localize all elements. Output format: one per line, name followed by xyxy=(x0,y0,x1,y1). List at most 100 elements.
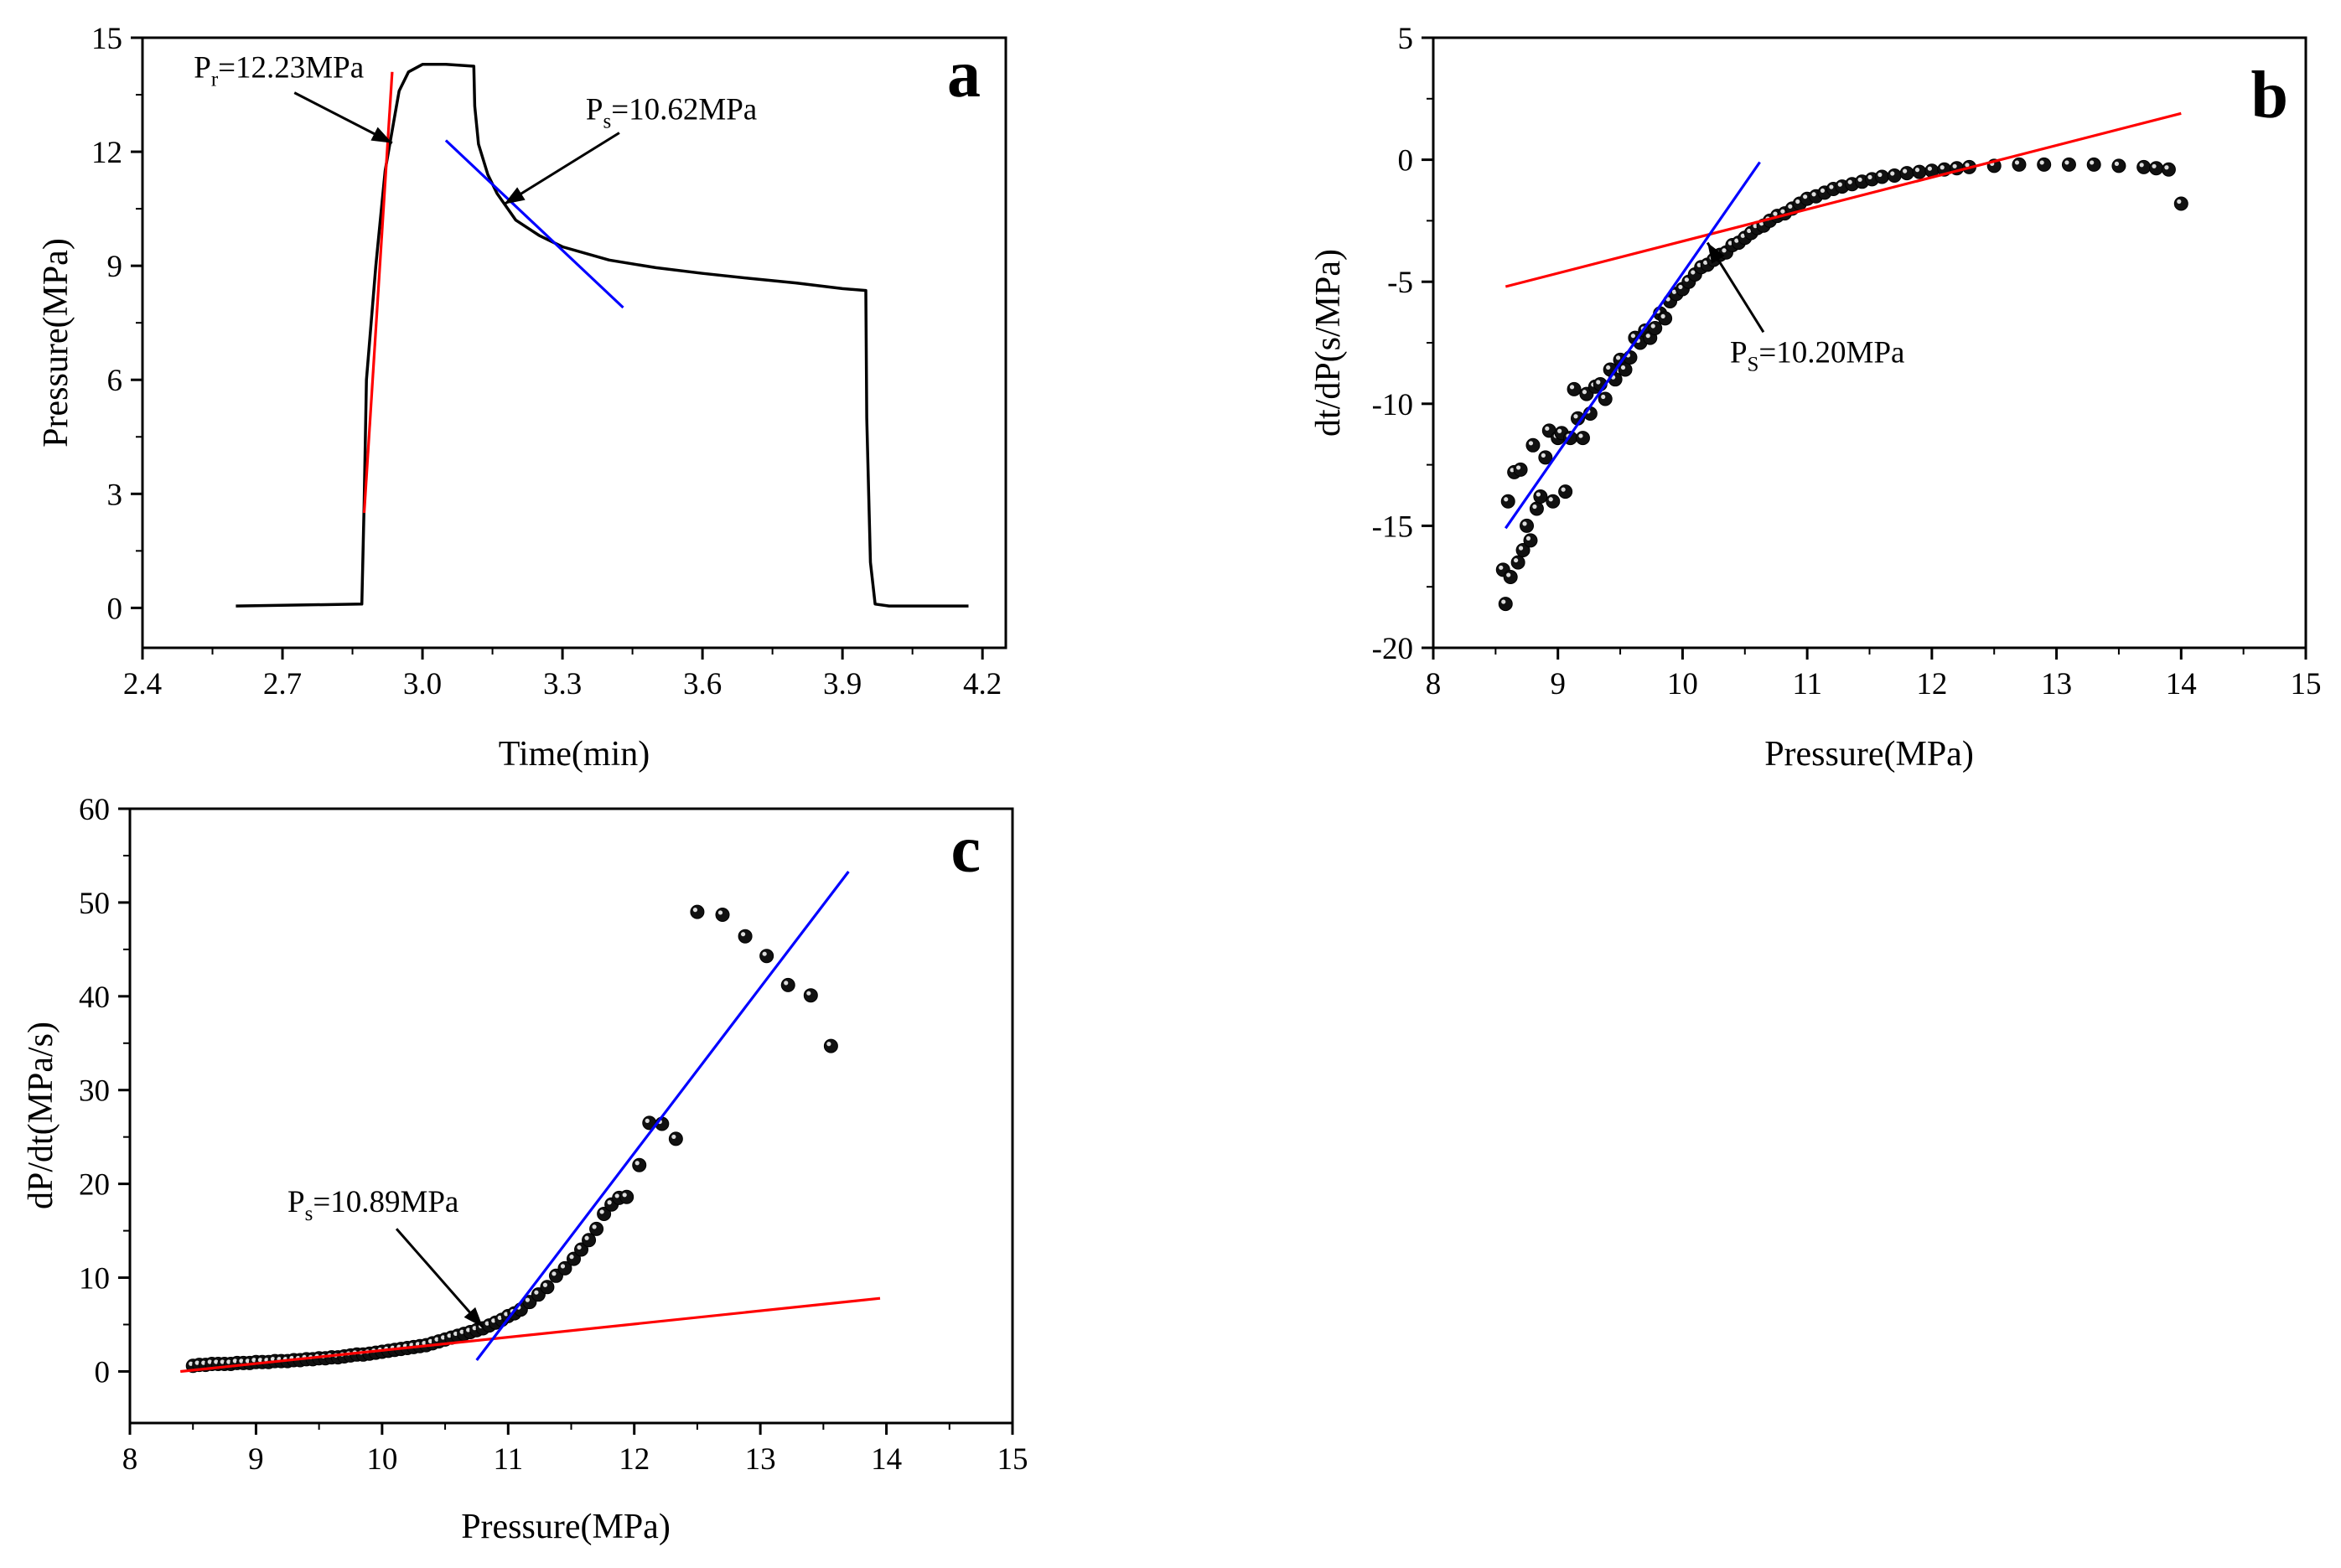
y-tick-label: 50 xyxy=(79,887,110,921)
data-point xyxy=(780,977,795,992)
fit-line-2 xyxy=(444,139,624,309)
annotation: PS=10.20MPa xyxy=(1706,241,1905,375)
x-tick-label: 13 xyxy=(745,1442,776,1477)
data-point xyxy=(2012,157,2027,172)
x-tick-label: 10 xyxy=(1667,667,1698,701)
data-point xyxy=(2037,157,2052,172)
y-tick-label: 30 xyxy=(79,1074,110,1109)
panel-b-xlabel: Pressure(MPa) xyxy=(1764,735,1974,774)
data-point xyxy=(1503,570,1518,585)
data-point xyxy=(1618,362,1633,377)
annotation: Ps=10.89MPa xyxy=(287,1185,484,1328)
fit-line-1 xyxy=(362,71,394,514)
data-point xyxy=(567,1251,582,1266)
panel-a: 2.4 2.7 3.0 3.3 3.6 3.9 4.2 0 3 6 9 12 15 Pr=12.23MP… xyxy=(37,22,1007,774)
data-point xyxy=(1658,311,1673,326)
panel-a-xlabel: Time(min) xyxy=(499,735,650,774)
y-tick-label: 15 xyxy=(91,22,122,56)
pressure xyxy=(236,63,969,608)
data-point xyxy=(738,929,753,944)
y-tick-label: 0 xyxy=(107,592,123,626)
y-tick-label: 10 xyxy=(79,1262,110,1296)
data-point xyxy=(582,1233,597,1248)
data-point xyxy=(597,1206,612,1221)
panel-a-letter: a xyxy=(947,38,981,111)
y-tick-label: -5 xyxy=(1387,266,1413,300)
panel-b-annotations: PS=10.20MPa xyxy=(1706,241,1905,375)
x-tick-label: 8 xyxy=(1426,667,1442,701)
y-tick-label: -20 xyxy=(1372,632,1413,666)
x-tick-label: 15 xyxy=(2291,667,2322,701)
data-point xyxy=(642,1115,657,1131)
y-tick-label: 5 xyxy=(1398,22,1414,56)
y-tick-label: 20 xyxy=(79,1168,110,1203)
panel-c-letter: c xyxy=(950,813,981,887)
panel-b-ticks: 8 9 10 11 12 13 14 15 -20 -15 -10 -5 0 5 xyxy=(1372,22,2322,701)
data-point xyxy=(1558,484,1573,499)
annotation-label: Pr=12.23MPa xyxy=(194,51,364,91)
data-point xyxy=(1575,431,1590,446)
x-tick-label: 3.0 xyxy=(403,667,442,701)
y-tick-label: 3 xyxy=(107,478,123,512)
data-point xyxy=(1529,501,1544,516)
data-point xyxy=(1533,489,1548,504)
x-tick-label: 14 xyxy=(871,1442,902,1477)
data-point xyxy=(1523,533,1538,548)
x-tick-label: 14 xyxy=(2166,667,2197,701)
panel-c-xlabel: Pressure(MPa) xyxy=(461,1508,671,1546)
data-point xyxy=(619,1189,634,1204)
x-tick-label: 3.6 xyxy=(683,667,722,701)
y-tick-label: -15 xyxy=(1372,510,1413,544)
data-point xyxy=(2086,157,2101,172)
x-tick-label: 11 xyxy=(493,1442,523,1477)
panel-b: 8 9 10 11 12 13 14 15-20-15-10-505 PS=10.20MPa … xyxy=(1309,22,2322,774)
panel-b-plot xyxy=(1495,111,2188,612)
fit-line-blue xyxy=(475,871,850,1361)
x-tick-label: 12 xyxy=(1916,667,1947,701)
y-tick-label: -10 xyxy=(1372,388,1413,422)
data-point xyxy=(1520,518,1535,533)
data-point xyxy=(574,1242,589,1257)
y-tick-label: 6 xyxy=(107,364,123,398)
annotation-label: PS=10.20MPa xyxy=(1730,335,1905,375)
fit-line-blue xyxy=(1504,161,1761,530)
annotation-arrowhead xyxy=(464,1307,484,1327)
data-point xyxy=(2173,196,2188,211)
x-tick-label: 3.9 xyxy=(823,667,862,701)
data-point xyxy=(1874,169,1889,184)
fit-line-red xyxy=(1505,111,2182,288)
panel-b-letter: b xyxy=(2251,59,2289,132)
data-point xyxy=(1538,450,1553,465)
x-tick-label: 9 xyxy=(248,1442,264,1477)
panel-a-plot xyxy=(236,63,969,608)
y-tick-label: 0 xyxy=(95,1355,111,1389)
panel-c-ticks: 8 9 10 11 12 13 14 15 0 10 20 30 40 50 60 xyxy=(79,793,1028,1477)
fit-line-red xyxy=(180,1296,881,1374)
panel-a-ylabel: Pressure(MPa) xyxy=(37,238,75,448)
data-point xyxy=(668,1131,683,1146)
data-point xyxy=(1500,494,1515,509)
x-tick-label: 11 xyxy=(1792,667,1822,701)
y-tick-label: 9 xyxy=(107,250,123,284)
data-point xyxy=(2149,161,2164,176)
x-tick-label: 2.7 xyxy=(263,667,302,701)
data-point xyxy=(557,1260,572,1276)
data-point xyxy=(1598,391,1613,406)
annotation-arrow xyxy=(503,132,620,205)
panel-b-ylabel: dt/dP(s/MPa) xyxy=(1309,249,1348,437)
x-tick-label: 9 xyxy=(1550,667,1566,701)
panel-c-plot xyxy=(180,871,881,1374)
data-point xyxy=(1515,543,1530,558)
x-tick-label: 15 xyxy=(997,1442,1028,1477)
x-tick-label: 2.4 xyxy=(123,667,162,701)
annotation: Ps=10.62MPa xyxy=(503,93,757,205)
data-point xyxy=(2161,162,2176,177)
y-tick-label: 0 xyxy=(1398,144,1414,179)
panel-a-ticks: 2.4 2.7 3.0 3.3 3.6 3.9 4.2 0 3 6 9 12 15 xyxy=(91,22,1002,701)
y-tick-label: 40 xyxy=(79,981,110,1015)
x-tick-label: 12 xyxy=(619,1442,650,1477)
data-point xyxy=(1648,321,1663,336)
data-point xyxy=(823,1038,838,1053)
